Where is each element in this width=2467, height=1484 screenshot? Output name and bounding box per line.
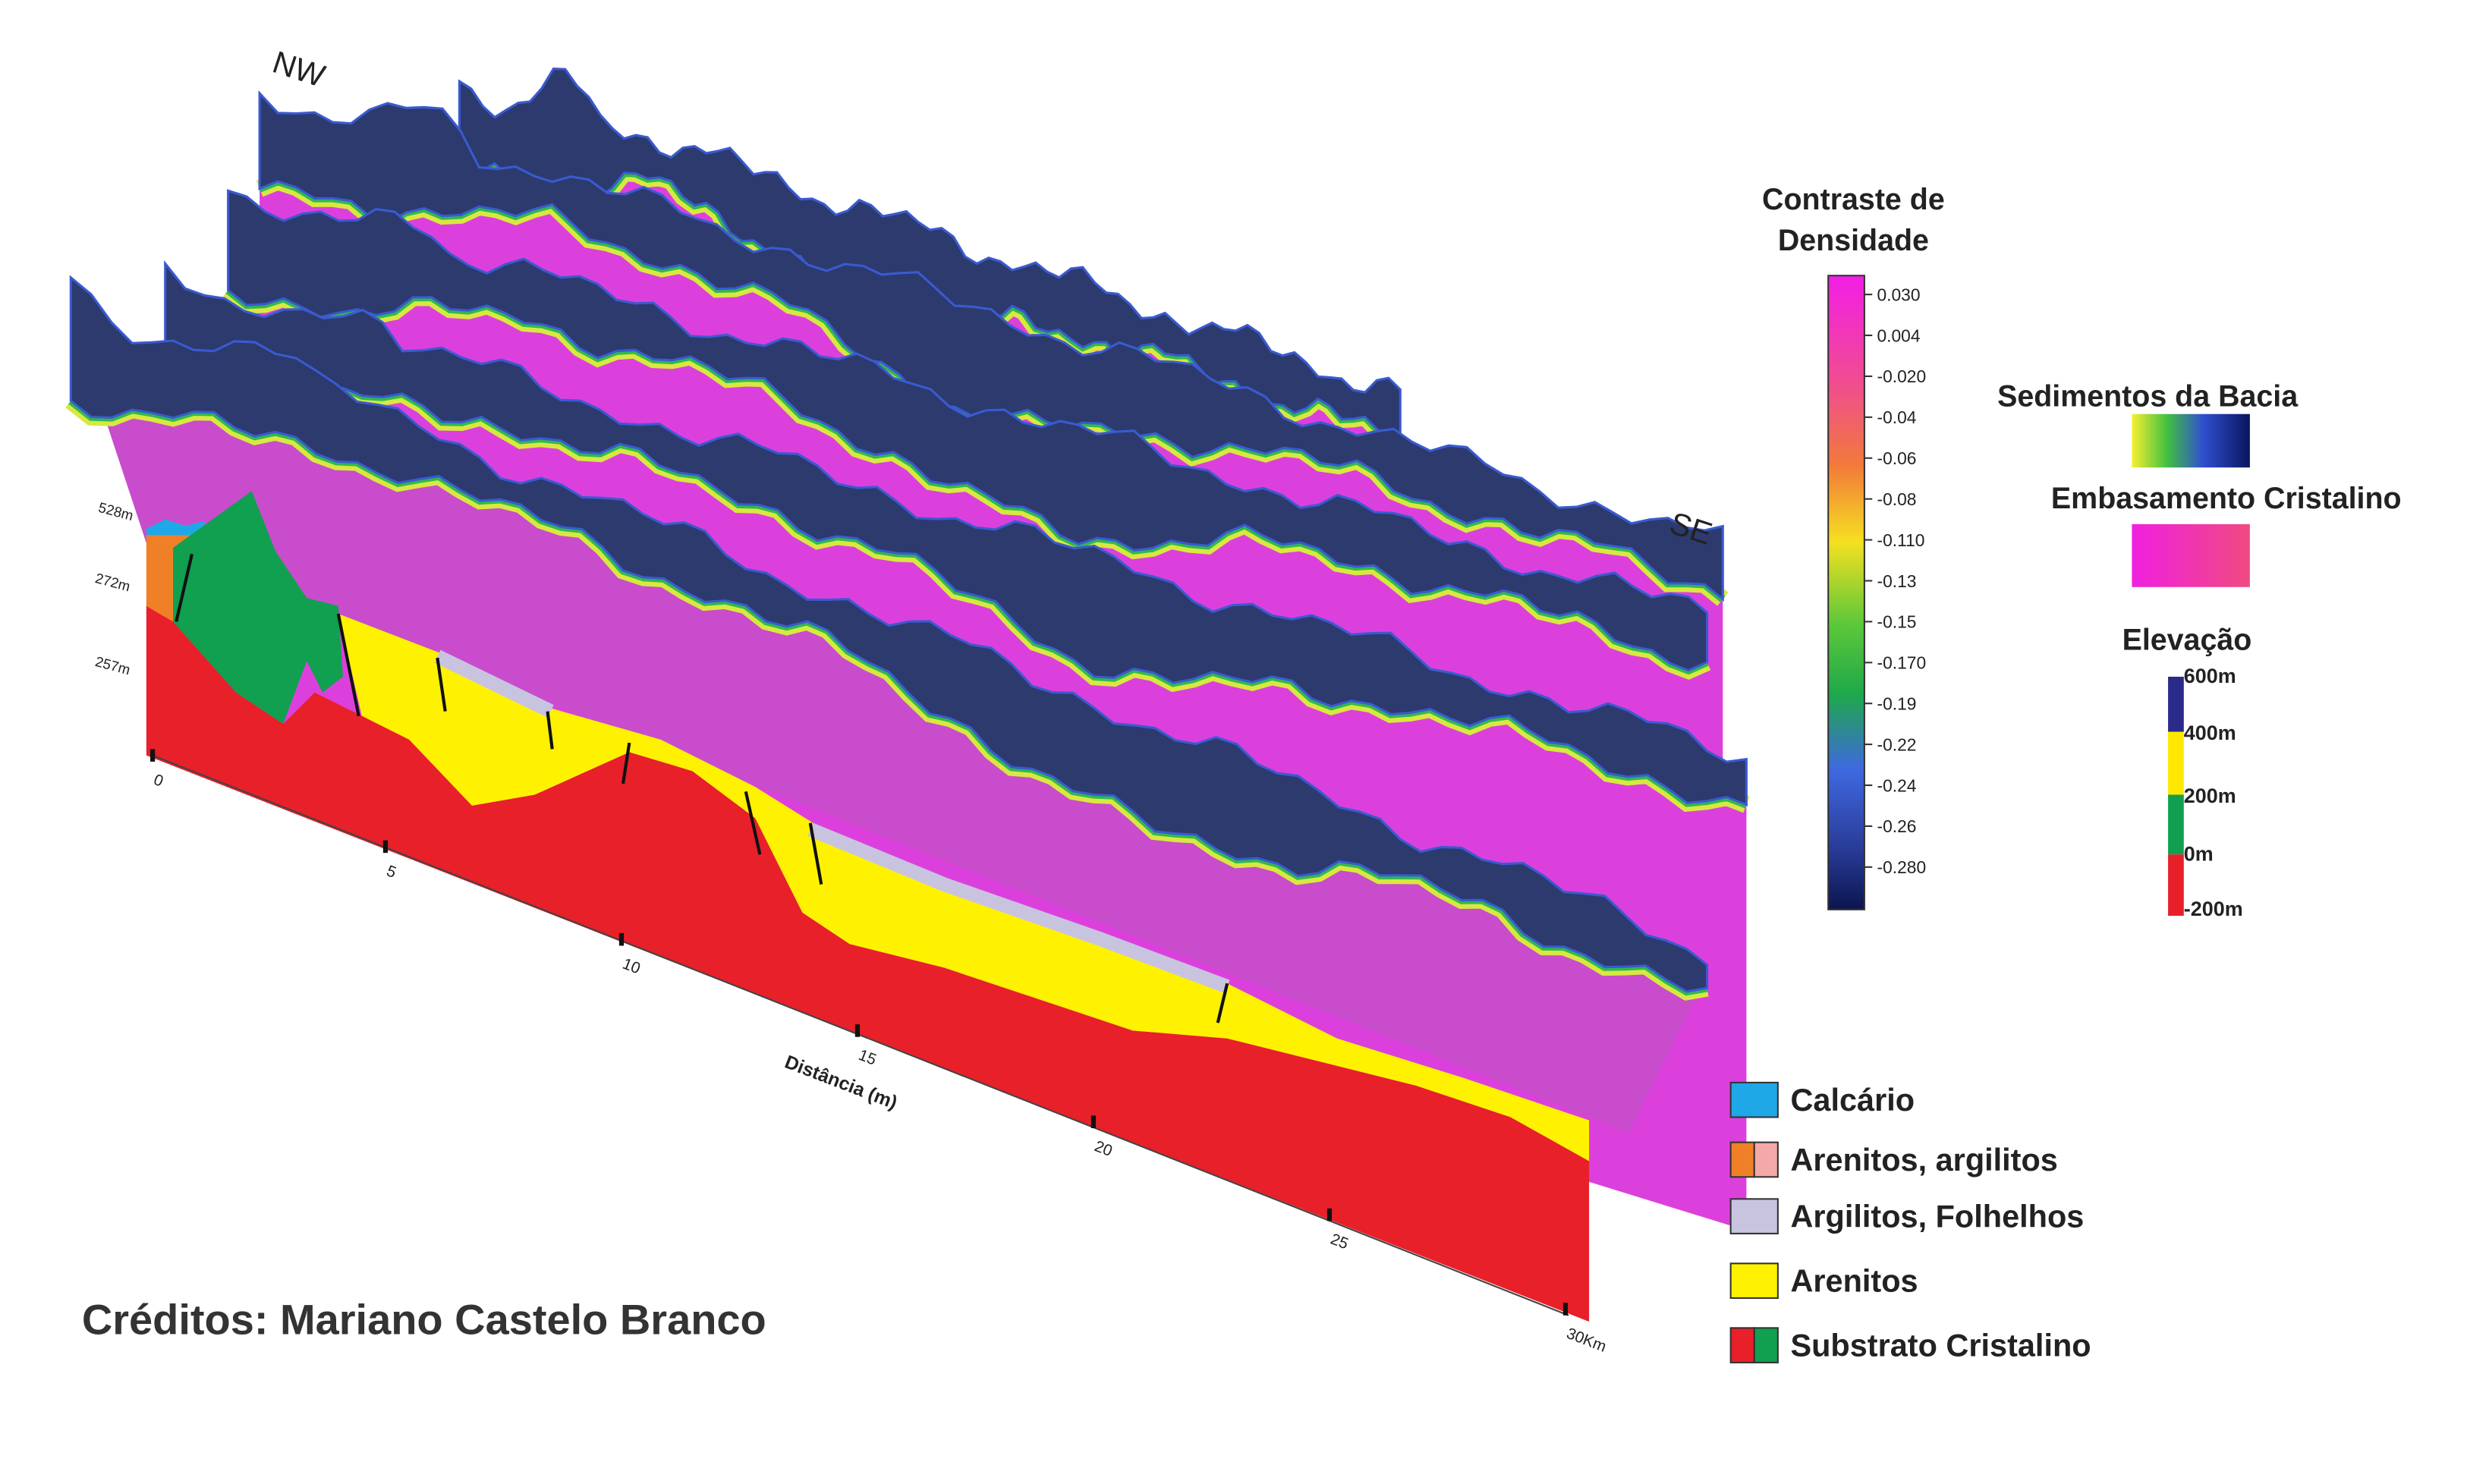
geologic-section [146, 491, 1590, 1322]
distance-tick-label: 5 [384, 862, 398, 882]
faults [175, 553, 1229, 1023]
distance-axis [152, 754, 1569, 1316]
lithology-label: Calcário [1790, 1082, 1915, 1118]
basement-label: Embasamento Cristalino [2051, 482, 2402, 515]
elevation-bar [2168, 676, 2184, 916]
density-colorbar [1827, 275, 1865, 910]
colorbar-tick-label: -0.06 [1877, 448, 1916, 468]
colorbar-tick-label: -0.19 [1877, 693, 1916, 713]
colorbar-tick-label: -0.24 [1877, 775, 1916, 795]
distance-tick-label: 20 [1092, 1137, 1115, 1160]
elevation-label: 257m [93, 653, 132, 678]
arenitos [338, 614, 1590, 1162]
colorbar-tick-label: -0.170 [1877, 653, 1926, 673]
colorbar-tick-label: -0.020 [1877, 366, 1926, 386]
lithology-swatches [1729, 1081, 1779, 1363]
colorbar-tick-label: 0.030 [1877, 285, 1920, 304]
elevation-title: Elevação [2122, 624, 2252, 657]
sediments-swatch [2132, 413, 2250, 468]
elevation-label: 528m [97, 499, 136, 523]
density-profiles [65, 68, 1750, 1231]
substrato-vermelho [146, 605, 1590, 1322]
sediments-label: Sedimentos da Bacia [1997, 379, 2299, 413]
colorbar-tick-label: -0.26 [1877, 816, 1916, 836]
colorbar-tick-label: 0.004 [1877, 325, 1920, 345]
argilitos-folhelhos [807, 822, 1230, 994]
elevation-tick-label: 200m [2184, 784, 2236, 807]
nw-label: NW [269, 44, 329, 94]
elevation-tick-label: -200m [2184, 898, 2243, 920]
distance-tick-label: 10 [620, 955, 643, 978]
colorbar-tick-label: -0.13 [1877, 571, 1916, 591]
elevation-label: 272m [93, 570, 132, 594]
colorbar-tick-label: -0.04 [1877, 407, 1916, 427]
elevation-tick-label: 400m [2184, 722, 2236, 744]
argilitos-folhelhos [434, 649, 554, 718]
lithology-label: Arenitos, argilitos [1790, 1142, 2057, 1177]
density-title: Densidade [1778, 224, 1929, 257]
elevation-tick-label: 0m [2184, 843, 2214, 866]
substrato-verde [173, 491, 343, 725]
sediment-band [69, 275, 1709, 993]
colorbar-tick-label: -0.110 [1877, 530, 1924, 550]
sediment-band [258, 90, 1724, 602]
distance-tick-label: 15 [856, 1046, 879, 1069]
sediment-band [164, 259, 1748, 806]
distance-tick-label: 30Km [1564, 1325, 1609, 1356]
colorbar-tick-label: -0.22 [1877, 734, 1916, 754]
credits: Créditos: Mariano Castelo Branco [82, 1296, 766, 1344]
elevation-tick-label: 600m [2184, 665, 2236, 687]
calcario [146, 519, 205, 539]
density-title: Contraste de [1762, 183, 1945, 216]
distance-tick-label: 25 [1328, 1231, 1351, 1253]
colorbar-tick-label: -0.280 [1877, 857, 1926, 877]
lithology-label: Arenitos [1790, 1263, 1918, 1299]
distance-label: Distância (m) [782, 1052, 900, 1114]
sediment-band [227, 189, 1709, 672]
basement-swatch [2132, 523, 2250, 587]
distance-tick-label: 0 [151, 771, 165, 791]
lithology-label: Argilitos, Folhelhos [1790, 1199, 2084, 1234]
colorbar-tick-label: -0.08 [1877, 489, 1916, 509]
lithology-label: Substrato Cristalino [1790, 1328, 2091, 1363]
colorbar-tick-label: -0.15 [1877, 612, 1916, 632]
